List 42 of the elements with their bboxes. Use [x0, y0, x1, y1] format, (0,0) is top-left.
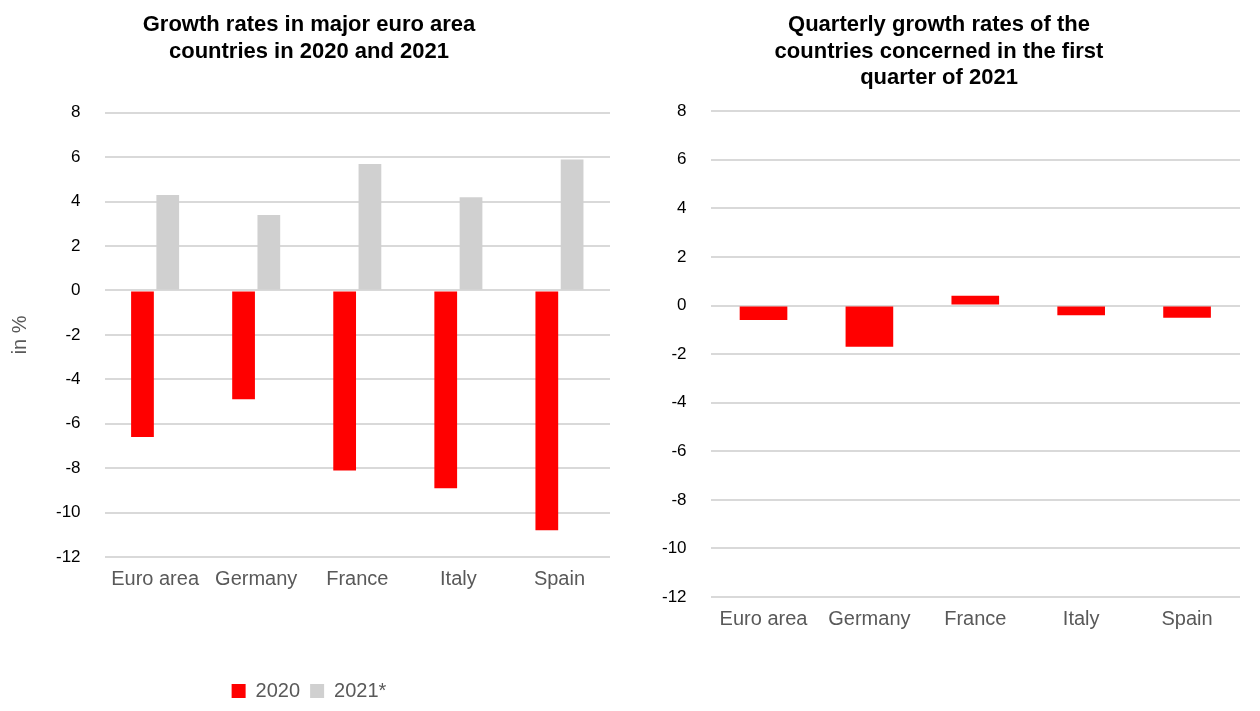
y-tick-label: -10	[661, 538, 687, 558]
y-tick-label: -8	[671, 489, 687, 509]
y-tick-label: 4	[71, 191, 81, 211]
y-tick-label: -2	[671, 343, 687, 363]
chart-title: Growth rates in major euro area countries in 2020 and 2021	[142, 11, 477, 63]
y-tick-label: -4	[671, 392, 687, 412]
y-tick-label: 4	[677, 198, 687, 218]
y-tick-label: 6	[71, 146, 81, 166]
y-tick-label: -6	[671, 440, 687, 460]
y-tick-label: 0	[71, 280, 81, 300]
x-tick-label: Germany	[828, 606, 911, 629]
chart-title: Quarterly growth rates of the countries concerned in the first quarter of 2021	[774, 11, 1105, 90]
x-tick-label: Euro area	[111, 566, 200, 589]
x-tick-label: Italy	[1062, 606, 1100, 629]
legend-label: 2020	[255, 678, 301, 701]
x-tick-label: Italy	[440, 566, 477, 589]
y-tick-label: -10	[55, 502, 81, 522]
y-axis-title: in %	[7, 315, 30, 355]
x-tick-label: Germany	[215, 566, 298, 589]
y-tick-label: -4	[65, 369, 81, 389]
x-tick-label: Spain	[533, 566, 586, 589]
bar	[434, 291, 458, 489]
legend-label: 2021*	[334, 678, 387, 701]
x-tick-label: Spain	[1161, 606, 1213, 629]
y-tick-label: 2	[71, 235, 81, 255]
y-tick-label: -12	[661, 586, 687, 606]
y-tick-label: 6	[677, 149, 687, 169]
bar	[333, 291, 357, 471]
y-tick-label: 0	[677, 295, 687, 315]
y-tick-label: 8	[677, 100, 687, 120]
y-tick-label: -8	[65, 457, 81, 477]
y-tick-label: -2	[65, 324, 81, 344]
y-tick-label: -12	[55, 546, 81, 566]
x-tick-label: Euro area	[719, 606, 809, 629]
x-tick-label: France	[326, 566, 389, 589]
x-tick-label: France	[944, 606, 1007, 629]
bar	[232, 291, 255, 400]
y-tick-label: 2	[677, 246, 687, 266]
bar	[131, 291, 154, 438]
bar	[535, 291, 559, 531]
y-tick-label: -6	[65, 413, 81, 433]
y-tick-label: 8	[71, 102, 81, 122]
